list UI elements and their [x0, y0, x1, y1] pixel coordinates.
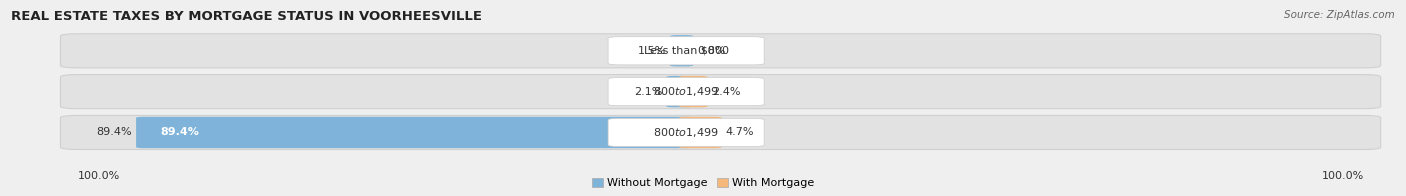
- Text: 1.5%: 1.5%: [637, 46, 666, 56]
- FancyBboxPatch shape: [666, 76, 693, 107]
- Text: 2.1%: 2.1%: [634, 87, 662, 97]
- Text: 4.7%: 4.7%: [725, 127, 755, 137]
- Text: 89.4%: 89.4%: [96, 127, 132, 137]
- FancyBboxPatch shape: [60, 115, 1381, 150]
- Text: 0.0%: 0.0%: [697, 46, 725, 56]
- Text: Source: ZipAtlas.com: Source: ZipAtlas.com: [1284, 10, 1395, 20]
- FancyBboxPatch shape: [60, 34, 1381, 68]
- FancyBboxPatch shape: [60, 75, 1381, 109]
- FancyBboxPatch shape: [609, 37, 765, 65]
- FancyBboxPatch shape: [679, 76, 707, 107]
- Text: Less than $800: Less than $800: [644, 46, 728, 56]
- Legend: Without Mortgage, With Mortgage: Without Mortgage, With Mortgage: [592, 178, 814, 189]
- Text: $800 to $1,499: $800 to $1,499: [654, 126, 718, 139]
- FancyBboxPatch shape: [609, 118, 765, 147]
- FancyBboxPatch shape: [609, 78, 765, 106]
- Text: 100.0%: 100.0%: [77, 171, 120, 181]
- FancyBboxPatch shape: [136, 117, 693, 148]
- Text: 89.4%: 89.4%: [160, 127, 198, 137]
- Text: REAL ESTATE TAXES BY MORTGAGE STATUS IN VOORHEESVILLE: REAL ESTATE TAXES BY MORTGAGE STATUS IN …: [11, 10, 482, 23]
- Text: 100.0%: 100.0%: [1322, 171, 1364, 181]
- Text: $800 to $1,499: $800 to $1,499: [654, 85, 718, 98]
- FancyBboxPatch shape: [679, 117, 721, 148]
- FancyBboxPatch shape: [671, 35, 693, 66]
- Text: 2.4%: 2.4%: [711, 87, 741, 97]
